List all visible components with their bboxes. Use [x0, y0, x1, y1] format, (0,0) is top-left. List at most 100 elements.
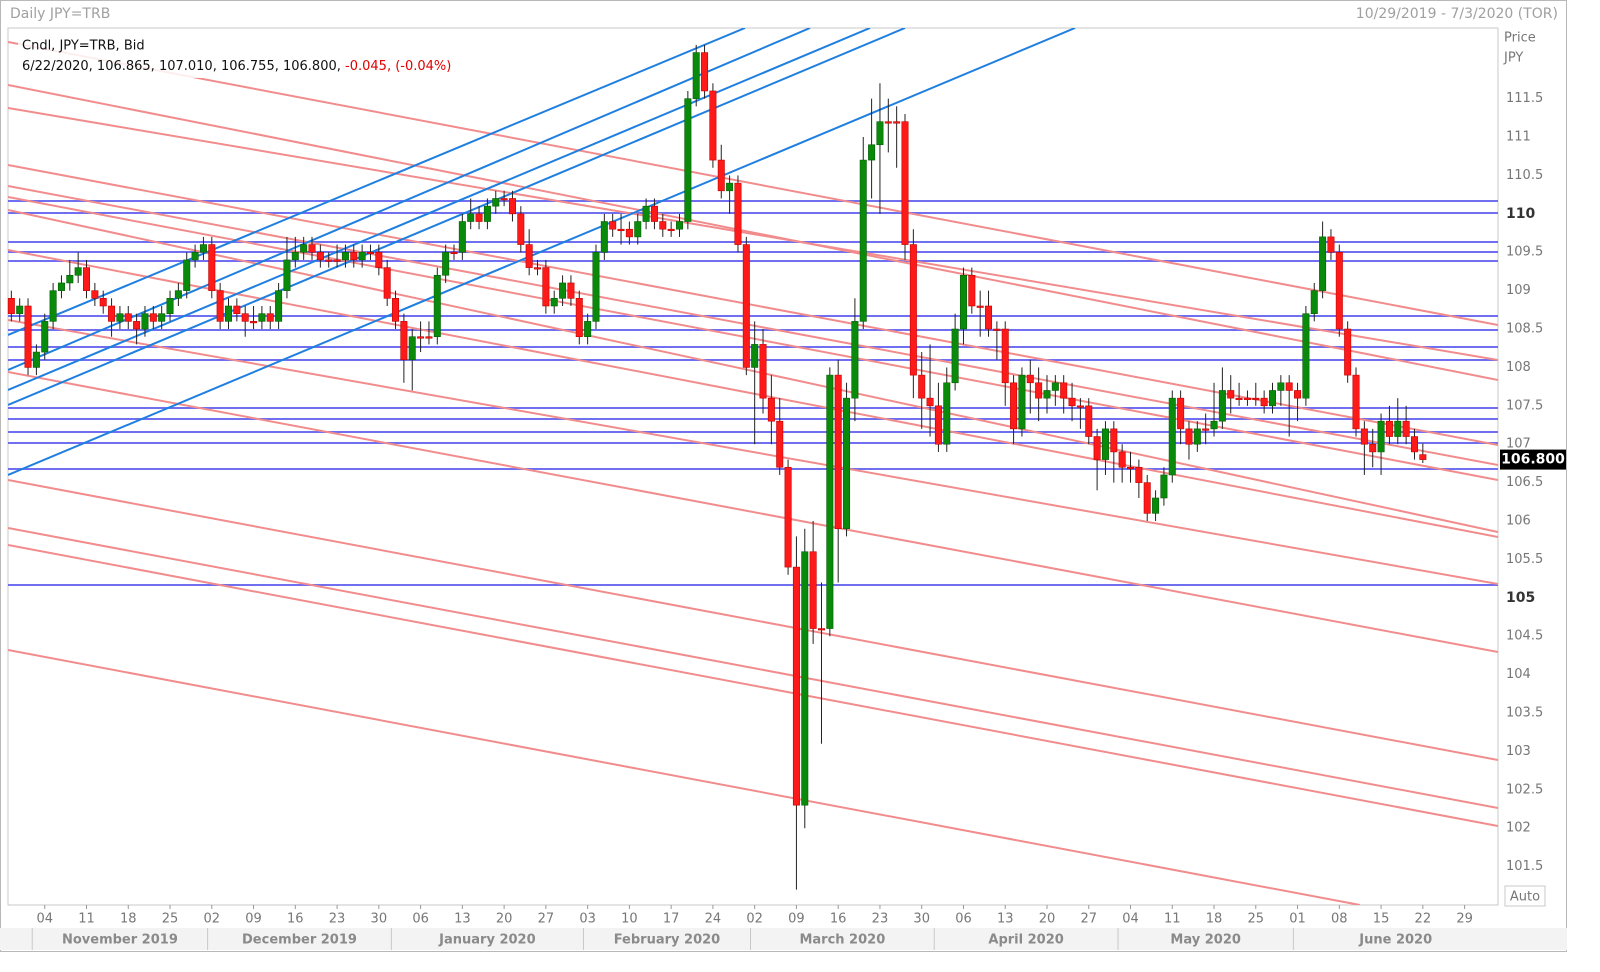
y-tick-label: 104.5 — [1506, 629, 1543, 644]
candle-body — [901, 121, 909, 245]
candle-body — [66, 274, 74, 284]
candle-body — [1277, 382, 1285, 391]
trend-line — [8, 28, 871, 391]
candle-body — [91, 290, 99, 299]
candle-body — [634, 221, 642, 238]
x-tick-label: 01 — [1289, 912, 1306, 927]
x-tick-label: 13 — [454, 912, 471, 927]
x-tick-label: 02 — [746, 912, 763, 927]
month-label: June 2020 — [1358, 933, 1432, 948]
x-tick-label: 11 — [78, 912, 95, 927]
y-tick-label: 109 — [1506, 283, 1531, 298]
candle-body — [250, 321, 258, 324]
candle-body — [993, 328, 1001, 331]
candle-body — [934, 405, 942, 445]
trend-line — [8, 319, 1498, 585]
candle-body — [425, 336, 433, 339]
trend-line — [8, 28, 811, 371]
candle-body — [325, 259, 333, 262]
candle-body — [375, 251, 383, 268]
candle-body — [676, 221, 684, 230]
candle-body — [475, 213, 483, 222]
candle-body — [959, 274, 967, 330]
candle-body — [158, 313, 166, 322]
month-label: March 2020 — [799, 933, 885, 948]
candle-body — [1093, 436, 1101, 460]
candle-body — [316, 251, 324, 261]
candle-body — [7, 298, 15, 314]
candle-body — [1035, 382, 1043, 399]
candle-body — [1018, 374, 1026, 430]
candle-body — [1394, 420, 1402, 437]
month-label: February 2020 — [614, 933, 721, 948]
candle-body — [174, 290, 182, 299]
y-tick-label: 105 — [1506, 590, 1535, 606]
candle-body — [1360, 428, 1368, 445]
legend-values: 6/22/2020, 106.865, 107.010, 106.755, 10… — [22, 59, 451, 74]
candle-body — [792, 566, 800, 806]
candles — [7, 44, 1427, 890]
x-tick-label: 04 — [36, 912, 53, 927]
candle-body — [767, 397, 775, 422]
candle-body — [1152, 497, 1160, 514]
candle-body — [1051, 382, 1059, 391]
x-tick-label: 30 — [913, 912, 930, 927]
candle-body — [224, 305, 232, 322]
candle-body — [1235, 397, 1243, 400]
candle-body — [868, 144, 876, 161]
candle-body — [149, 313, 157, 322]
x-tick-label: 20 — [1039, 912, 1056, 927]
candle-body — [1101, 428, 1109, 460]
candle-body — [751, 344, 759, 368]
x-tick-label: 11 — [1164, 912, 1181, 927]
candle-body — [350, 251, 358, 261]
candle-body — [74, 267, 82, 276]
candle-body — [809, 551, 817, 629]
chart-title: Daily JPY=TRB — [10, 6, 110, 22]
x-tick-label: 23 — [872, 912, 889, 927]
trend-line — [8, 527, 1498, 809]
y-tick-label: 101.5 — [1506, 859, 1543, 874]
candle-body — [308, 244, 316, 253]
candle-body — [893, 121, 901, 124]
x-tick-label: 29 — [1456, 912, 1473, 927]
candle-body — [826, 374, 834, 629]
trend-line — [8, 196, 1498, 481]
x-tick-label: 18 — [120, 912, 137, 927]
x-tick-label: 09 — [788, 912, 805, 927]
last-price-tag — [1500, 449, 1566, 470]
candle-body — [116, 313, 124, 322]
candle-body — [57, 282, 65, 291]
candle-body — [734, 182, 742, 245]
candle-body — [517, 213, 525, 245]
candle-body — [283, 259, 291, 291]
candle-body — [400, 321, 408, 361]
candle-body — [108, 305, 116, 322]
y-tick-label: 106.5 — [1506, 475, 1543, 490]
candle-body — [141, 313, 149, 330]
legend-box — [18, 34, 488, 78]
x-tick-label: 25 — [162, 912, 179, 927]
candle-body — [1177, 397, 1185, 430]
y-tick-label: 111.5 — [1506, 91, 1543, 106]
y-tick-label: 102.5 — [1506, 782, 1543, 797]
candle-body — [1010, 382, 1018, 430]
candle-body — [433, 274, 441, 338]
candle-body — [542, 267, 550, 307]
candle-body — [1319, 236, 1327, 291]
candle-body — [1335, 251, 1343, 330]
candle-body — [525, 244, 533, 268]
candle-body — [559, 282, 567, 299]
x-tick-label: 04 — [1122, 912, 1139, 927]
trend-line — [8, 84, 1498, 381]
candle-body — [49, 290, 57, 322]
candle-body — [1385, 420, 1393, 437]
y-tick-label: 107.5 — [1506, 398, 1543, 413]
candle-body — [817, 628, 825, 631]
candle-body — [859, 159, 867, 322]
x-tick-label: 03 — [579, 912, 596, 927]
auto-label[interactable]: Auto — [1510, 890, 1540, 905]
auto-button[interactable] — [1504, 885, 1546, 907]
candle-body — [659, 221, 667, 230]
y-tick-label: 111 — [1506, 130, 1531, 145]
